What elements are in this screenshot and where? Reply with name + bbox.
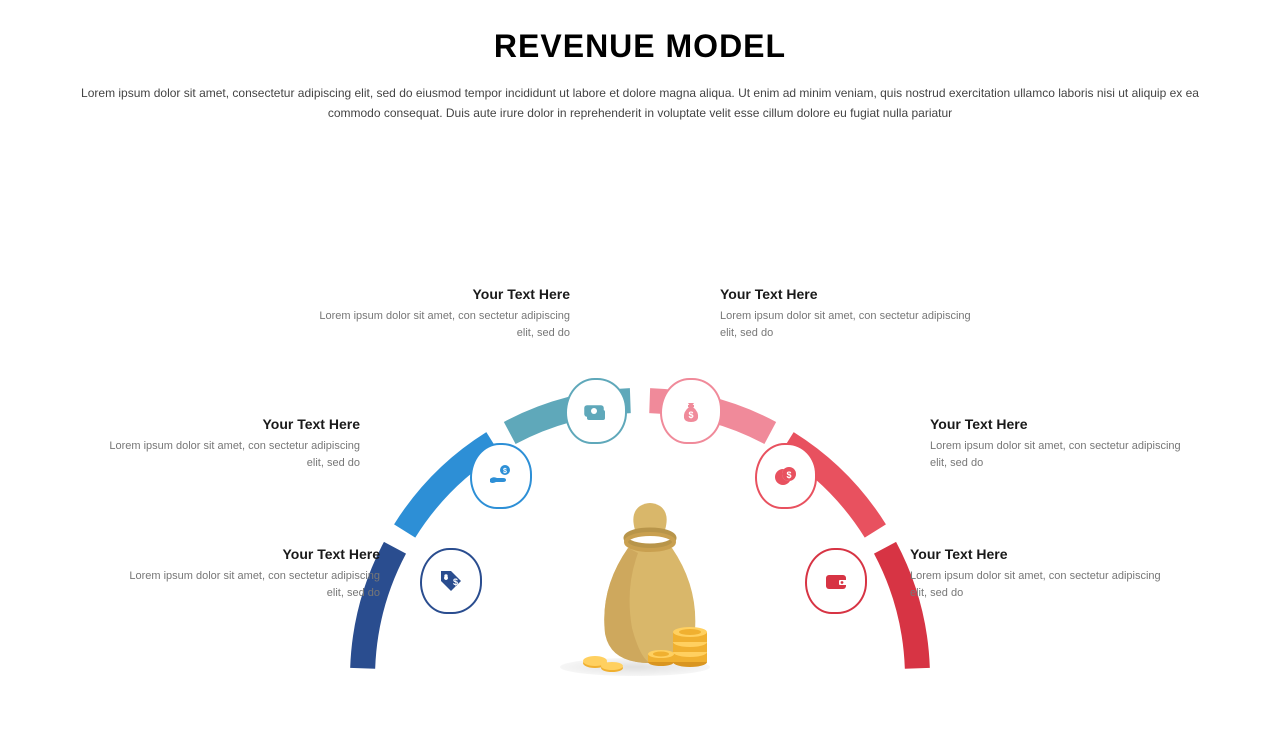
segment-text-0: Your Text Here Lorem ipsum dolor sit amet… — [120, 546, 380, 602]
segment-body-5: Lorem ipsum dolor sit amet, con sectetur… — [910, 568, 1170, 602]
svg-text:$: $ — [453, 577, 458, 587]
segment-heading-1: Your Text Here — [100, 416, 360, 432]
wallet-icon — [823, 568, 849, 594]
segment-body-4: Lorem ipsum dolor sit amet, con sectetur… — [930, 438, 1190, 472]
revenue-arc-diagram: $ $ $ $ Your Text Here Lorem ipsum dolor sit… — [0, 248, 1280, 748]
svg-text:$: $ — [503, 468, 507, 475]
segment-body-2: Lorem ipsum dolor sit amet, con sectetur… — [310, 308, 570, 342]
icon-bubble-2 — [565, 378, 627, 444]
segment-heading-3: Your Text Here — [720, 286, 980, 302]
segment-heading-0: Your Text Here — [120, 546, 380, 562]
segment-heading-4: Your Text Here — [930, 416, 1190, 432]
coins-icon: $ — [773, 463, 799, 489]
money-bag-icon: $ — [678, 398, 704, 424]
page-subtitle: Lorem ipsum dolor sit amet, consectetur … — [80, 83, 1200, 124]
segment-body-3: Lorem ipsum dolor sit amet, con sectetur… — [720, 308, 980, 342]
segment-text-2: Your Text Here Lorem ipsum dolor sit amet… — [310, 286, 570, 342]
icon-bubble-4: $ — [755, 443, 817, 509]
svg-text:$: $ — [786, 470, 791, 480]
money-bag-illustration — [580, 498, 730, 678]
segment-heading-5: Your Text Here — [910, 546, 1170, 562]
svg-text:$: $ — [688, 410, 693, 420]
segment-body-0: Lorem ipsum dolor sit amet, con sectetur… — [120, 568, 380, 602]
page-title: REVENUE MODEL — [0, 28, 1280, 65]
segment-text-3: Your Text Here Lorem ipsum dolor sit amet… — [720, 286, 980, 342]
hand-coin-icon: $ — [488, 463, 514, 489]
icon-bubble-1: $ — [470, 443, 532, 509]
price-tag-icon: $ — [438, 568, 464, 594]
segment-heading-2: Your Text Here — [310, 286, 570, 302]
icon-bubble-0: $ — [420, 548, 482, 614]
icon-bubble-5 — [805, 548, 867, 614]
segment-text-5: Your Text Here Lorem ipsum dolor sit amet… — [910, 546, 1170, 602]
segment-text-4: Your Text Here Lorem ipsum dolor sit amet… — [930, 416, 1190, 472]
money-stack-icon — [583, 398, 609, 424]
segment-text-1: Your Text Here Lorem ipsum dolor sit amet… — [100, 416, 360, 472]
segment-body-1: Lorem ipsum dolor sit amet, con sectetur… — [100, 438, 360, 472]
icon-bubble-3: $ — [660, 378, 722, 444]
